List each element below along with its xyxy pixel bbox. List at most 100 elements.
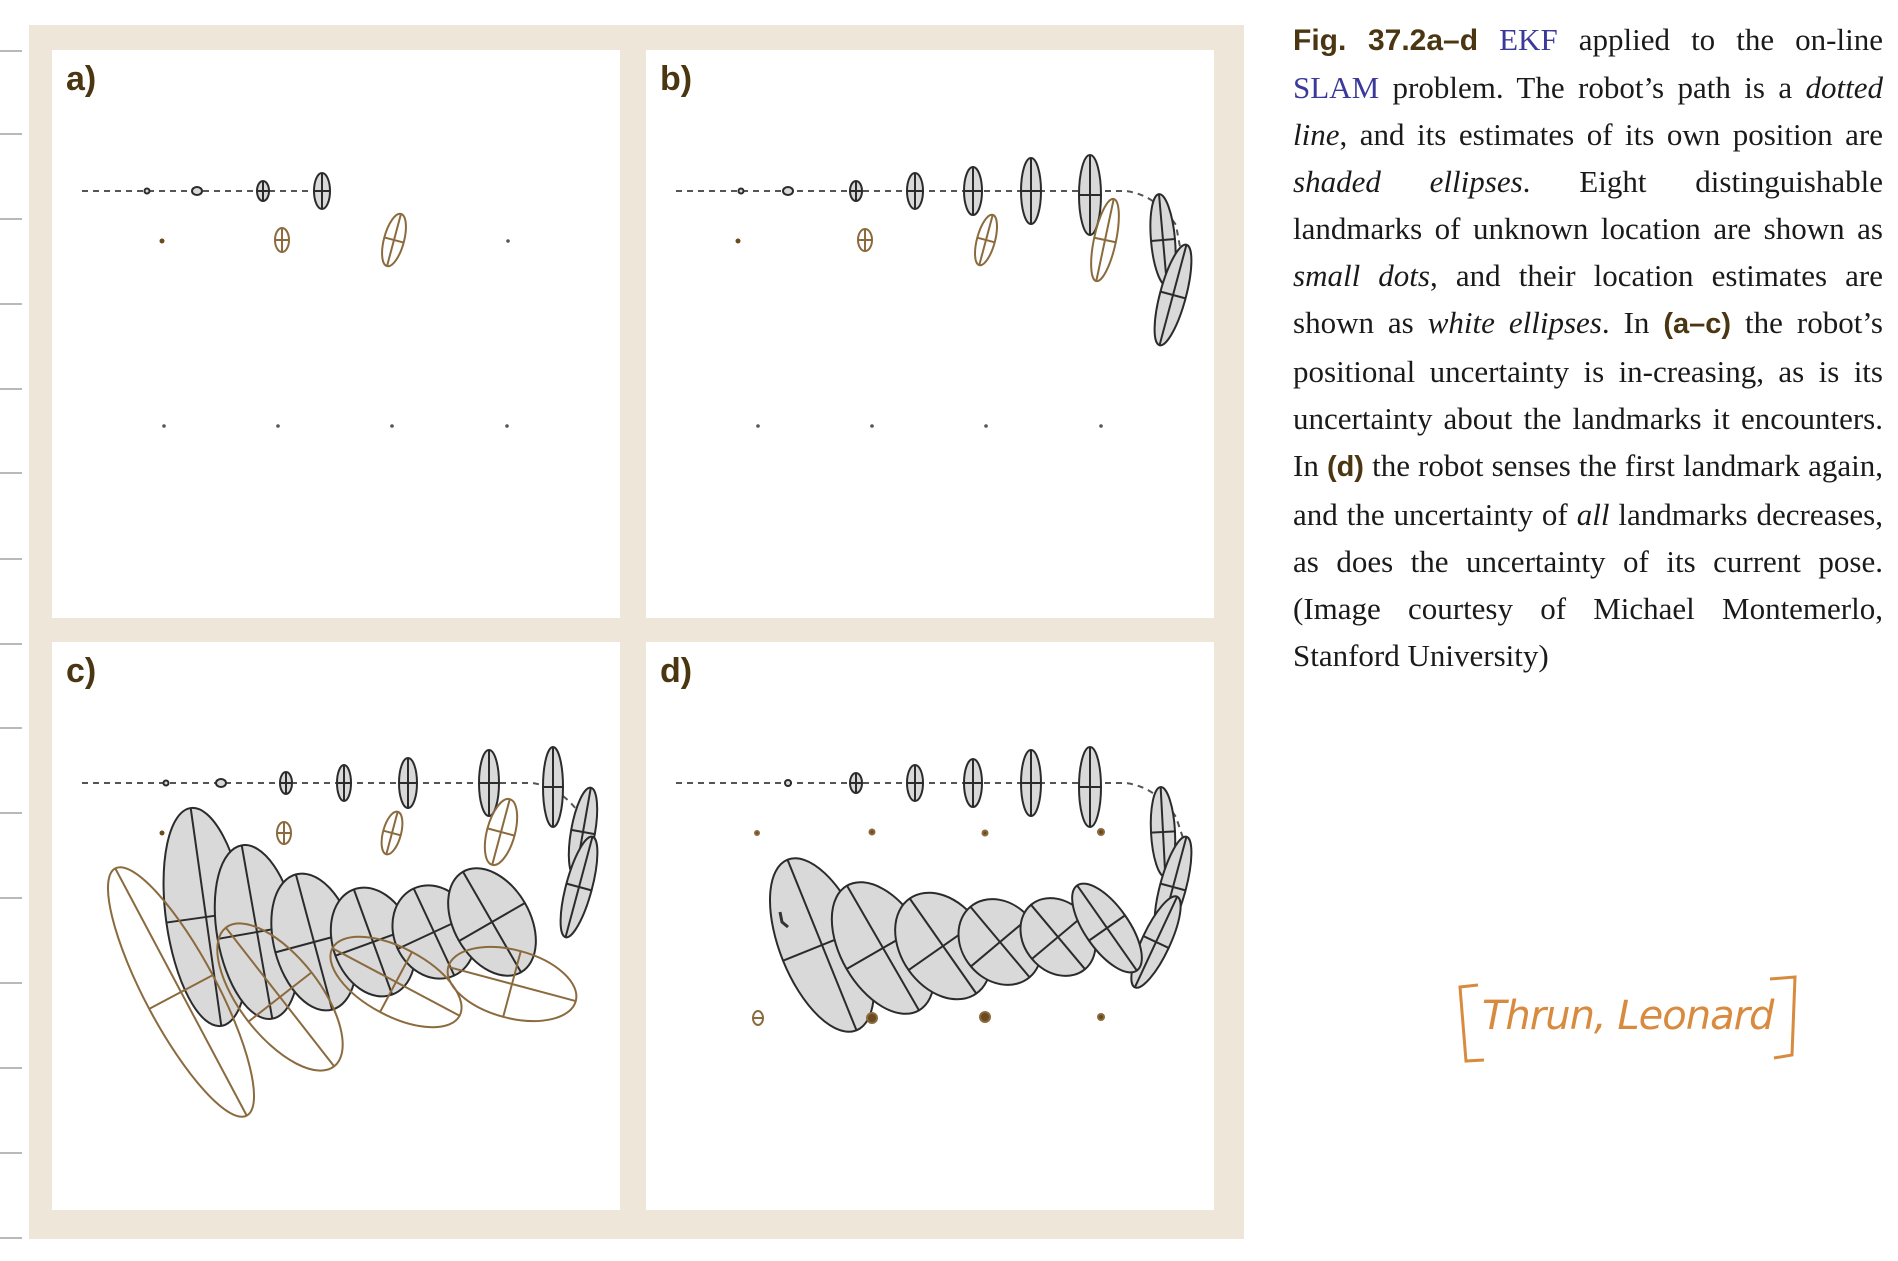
robot-pose-ellipse	[215, 778, 227, 788]
landmark-dot	[162, 424, 166, 428]
robot-pose-ellipse	[963, 758, 983, 808]
margin-tick	[0, 50, 22, 52]
landmark-dot	[1097, 1013, 1105, 1021]
landmark-ellipse	[446, 945, 578, 1023]
slam-link[interactable]: SLAM	[1293, 70, 1380, 105]
robot-pose-ellipse	[1020, 749, 1042, 817]
landmark-dot	[979, 1011, 991, 1023]
robot-pose-ellipses	[162, 746, 599, 1028]
caption-text: , and their location estimates are shown…	[1293, 258, 1883, 340]
robot-pose-ellipse	[963, 166, 983, 216]
caption-emphasis: small dots	[1293, 258, 1430, 293]
robot-pose-ellipse	[1078, 154, 1102, 236]
caption-text: . Eight distinguishable landmarks of unk…	[1293, 164, 1884, 246]
annotation-text: Thrun, Leonard	[1482, 993, 1774, 1039]
robot-pose-ellipse	[784, 779, 792, 787]
robot-path	[676, 782, 1192, 863]
panel-ref-a-c[interactable]: (a–c)	[1663, 308, 1732, 340]
caption-emphasis: shaded ellipses	[1293, 164, 1523, 199]
caption-emphasis: all	[1576, 497, 1610, 532]
robot-pose-ellipse	[1020, 157, 1042, 225]
landmark-ellipse	[483, 797, 519, 867]
landmark-dot	[159, 830, 165, 836]
robot-pose-ellipse	[478, 749, 500, 817]
robot-pose-ellipse	[1153, 243, 1193, 347]
figure-frame: a) b)	[29, 25, 1244, 1239]
margin-tick	[0, 218, 22, 220]
landmark-estimates	[106, 797, 578, 1118]
margin-tick	[0, 472, 22, 474]
robot-pose-ellipse	[906, 764, 924, 802]
robot-pose-ellipse	[559, 835, 599, 939]
caption-text	[1478, 22, 1499, 57]
robot-pose-ellipse	[279, 771, 293, 795]
landmark-ellipse	[381, 212, 407, 268]
landmark-dot	[754, 830, 760, 836]
margin-tick	[0, 643, 22, 645]
margin-tick	[0, 1237, 22, 1239]
landmark-dot	[1097, 828, 1105, 836]
landmark-estimates	[274, 212, 407, 268]
margin-tick	[0, 133, 22, 135]
landmark-ellipse	[380, 810, 404, 856]
margin-tick	[0, 982, 22, 984]
caption-text: the robot senses the first landmark agai…	[1293, 448, 1883, 532]
landmark-estimates	[752, 828, 1105, 1026]
landmark-ellipse	[752, 1010, 764, 1026]
landmarks	[735, 238, 1103, 428]
figure-caption: Fig. 37.2a–d EKF applied to the on-line …	[1293, 16, 1883, 679]
margin-tick	[0, 727, 22, 729]
panel-a: a)	[52, 50, 620, 618]
landmark-ellipse	[329, 935, 463, 1029]
landmark-ellipse	[216, 922, 344, 1072]
panel-b-diagram	[676, 154, 1193, 428]
robot-pose-ellipse	[906, 172, 924, 210]
panel-label-a: a)	[66, 60, 97, 98]
landmark-dot	[984, 424, 988, 428]
caption-emphasis: dotted line	[1293, 70, 1883, 152]
caption-text: applied to the on-line	[1557, 22, 1883, 57]
margin-tick	[0, 1152, 22, 1154]
robot-pose-ellipse	[162, 779, 170, 787]
robot-pose-ellipse	[1078, 746, 1102, 828]
landmark-ellipse	[274, 227, 290, 253]
margin-tick	[0, 303, 22, 305]
landmark-estimates	[857, 197, 1120, 283]
margin-tick	[0, 897, 22, 899]
robot-pose-ellipse	[542, 746, 564, 828]
robot-pose-ellipse	[313, 172, 331, 210]
panel-label-b: b)	[660, 60, 693, 98]
handwritten-annotation: Thrun, Leonard	[1440, 965, 1820, 1075]
landmarks	[159, 830, 165, 836]
robot-pose-ellipse	[1130, 895, 1182, 989]
ekf-link[interactable]: EKF	[1499, 22, 1558, 57]
panel-ref-d[interactable]: (d)	[1326, 451, 1364, 483]
landmark-dot	[159, 238, 165, 244]
landmark-dot	[506, 239, 510, 243]
landmark-ellipse	[1090, 197, 1120, 283]
robot-pose-ellipse	[256, 180, 270, 202]
panel-label-c: c)	[66, 652, 97, 690]
landmark-dot	[505, 424, 509, 428]
caption-text: , and its estimates of its own position …	[1339, 117, 1884, 152]
margin-tick	[0, 388, 22, 390]
robot-pose-ellipses	[143, 172, 331, 210]
landmark-dot	[868, 828, 876, 836]
robot-pose-ellipse	[398, 757, 418, 809]
figure-label: Fig. 37.2a–d	[1293, 24, 1479, 57]
robot-pose-ellipse	[782, 186, 794, 196]
landmark-dot	[981, 829, 989, 837]
landmark-dot	[1099, 424, 1103, 428]
landmark-dot	[756, 424, 760, 428]
robot-pose-ellipse	[849, 772, 863, 794]
robot-path	[676, 190, 1187, 281]
margin-tick	[0, 812, 22, 814]
caption-text: problem. The robot’s path is a	[1379, 70, 1806, 105]
robot-pose-ellipses	[737, 154, 1193, 347]
page-margin-ruler	[0, 0, 26, 1261]
landmarks	[159, 238, 510, 428]
panel-d-diagram	[676, 746, 1193, 1033]
robot-pose-ellipse	[1071, 882, 1143, 974]
landmark-dot	[866, 1012, 878, 1024]
caption-emphasis: white ellipses	[1427, 305, 1602, 340]
